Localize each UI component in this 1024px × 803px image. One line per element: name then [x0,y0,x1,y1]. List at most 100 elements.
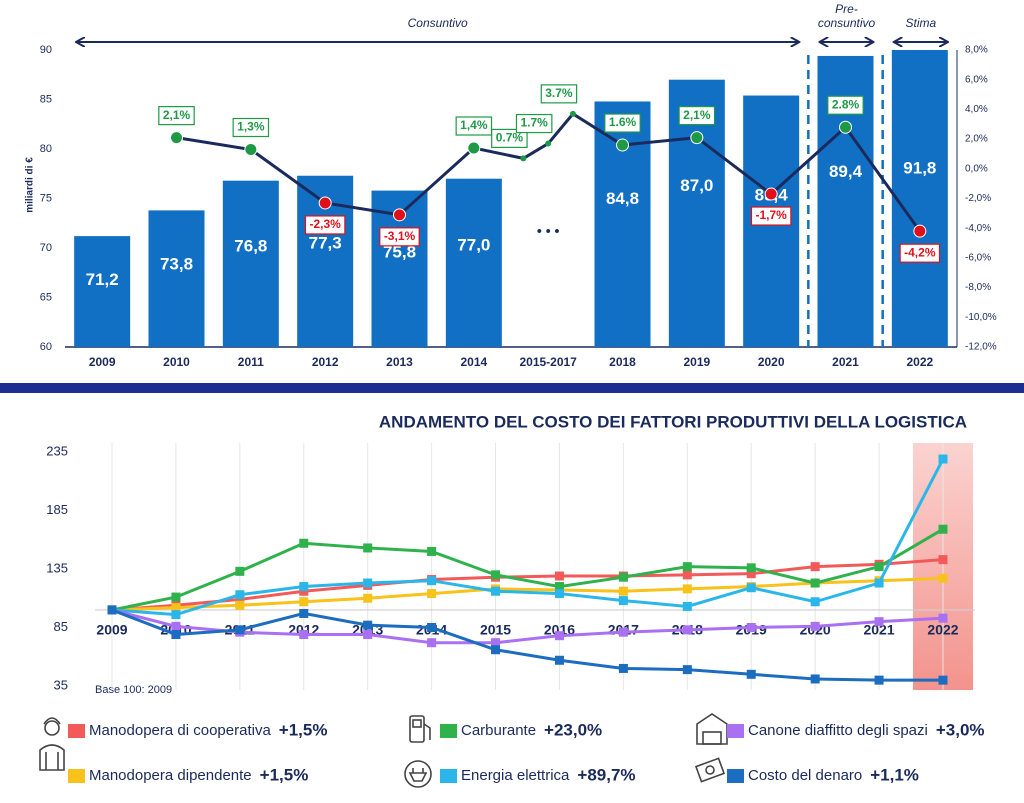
y2-tick-label: -2,0% [965,193,991,204]
line-value-label: 1,3% [237,120,265,134]
line-point [616,138,629,152]
x-tick-label: 2015-2017 [519,355,577,369]
bar [891,50,948,347]
legend-swatch [68,724,85,738]
series-point [427,623,437,632]
x-tick-label: 2011 [238,355,264,369]
series-point [171,630,181,640]
y2-tick-label: -6,0% [965,253,991,264]
annotation: • • • [537,223,560,239]
series-point [235,594,245,604]
line-point [913,224,927,238]
x-tick-label: 2021 [832,355,859,369]
y-axis-label: miliardi di € [25,157,36,213]
line-value-label: -2,3% [309,217,341,231]
series-point [299,586,309,596]
x-tick-label: 2021 [863,622,894,638]
line-point [839,120,852,134]
series-point [363,630,373,640]
bar-value-label: 91,8 [903,158,936,177]
y-tick-label: 75 [40,192,52,204]
series-point [682,570,692,580]
series-point [235,566,245,576]
line-value-label: 1,4% [460,118,488,132]
line-value-label: -1,7% [755,208,787,222]
series-point [107,605,117,615]
legend-change: +23,0% [544,720,602,739]
y2-tick-label: 0,0% [965,163,988,174]
series-point [299,538,309,548]
legend-icons [39,713,728,788]
line-label-box [379,227,420,247]
series-point [938,573,948,583]
series-line [111,608,944,645]
line-point [244,142,258,156]
legend-change: +89,7% [577,765,635,784]
series-point [810,597,820,607]
y-tick-label: 60 [40,341,52,353]
bars [74,50,948,347]
y-tick-label: 65 [40,291,52,303]
x-tick-label: 2016 [544,622,575,638]
line-label-box [232,117,270,138]
series-line [111,458,945,617]
x-tick-label: 2018 [609,355,636,369]
bar-value-label: 89,4 [829,162,863,181]
line-point [545,140,552,147]
line-value-label: -3,1% [384,229,416,243]
series-point [554,571,564,581]
legend-label: Manodopera dipendente [89,767,252,784]
x-tick-label: 2009 [96,622,127,638]
series-point [746,669,756,679]
bar-value-label: 76,8 [234,237,267,256]
x-tick-label: 2013 [386,355,413,369]
x-tick-label: 2009 [89,355,116,369]
x-tick-label: 2014 [460,355,487,369]
line-value-label: 2,1% [683,108,711,122]
bar-value-label: 75,8 [383,243,416,262]
series-line [111,558,944,612]
y-tick-label: 35 [54,677,68,692]
series-point [874,617,884,627]
y2-tick-label: -4,0% [965,223,991,234]
y-tick-label: 80 [40,143,52,155]
series-point [682,562,692,572]
series-point [554,631,564,641]
legend-label: Manodopera di cooperativa [89,722,271,739]
legend-label: Canone diaffitto degli spazi [748,722,928,739]
line-label-box [515,113,553,134]
series-point [938,454,948,464]
series-point [746,583,756,593]
y-tick-label: 235 [46,443,68,458]
y-tick-label: 85 [54,619,68,634]
line-value-label: -4,2% [904,245,936,259]
chart-title: ANDAMENTO DEL COSTO DEI FATTORI PRODUTTI… [379,412,967,431]
line-value-label: 1.6% [609,115,637,129]
series-point [363,543,373,553]
series-point [810,562,820,572]
series-point [299,630,309,640]
series-point [618,596,628,606]
bar-value-label: 87,0 [680,176,713,195]
legend-swatch [440,769,457,783]
series-point [235,600,245,610]
series-point [618,572,628,582]
legend-label: Energia elettrica [461,767,570,784]
x-tick-label: 2022 [927,622,958,638]
y-tick-label: 135 [46,560,68,575]
bar [148,210,205,347]
line-value-label: 0.7% [496,131,524,145]
series-point [746,563,756,573]
bar [222,180,279,347]
legend-swatch [68,769,85,783]
series-point [171,621,181,631]
series-point [299,597,309,607]
line-point [467,141,481,155]
bar-value-label: 71,2 [86,270,119,289]
y-tick-label: 90 [40,44,52,56]
line-label-box [158,106,195,126]
line-point [318,196,332,210]
line-value-label: 3.7% [545,86,573,100]
series-point [235,625,245,635]
series-point [554,589,564,599]
